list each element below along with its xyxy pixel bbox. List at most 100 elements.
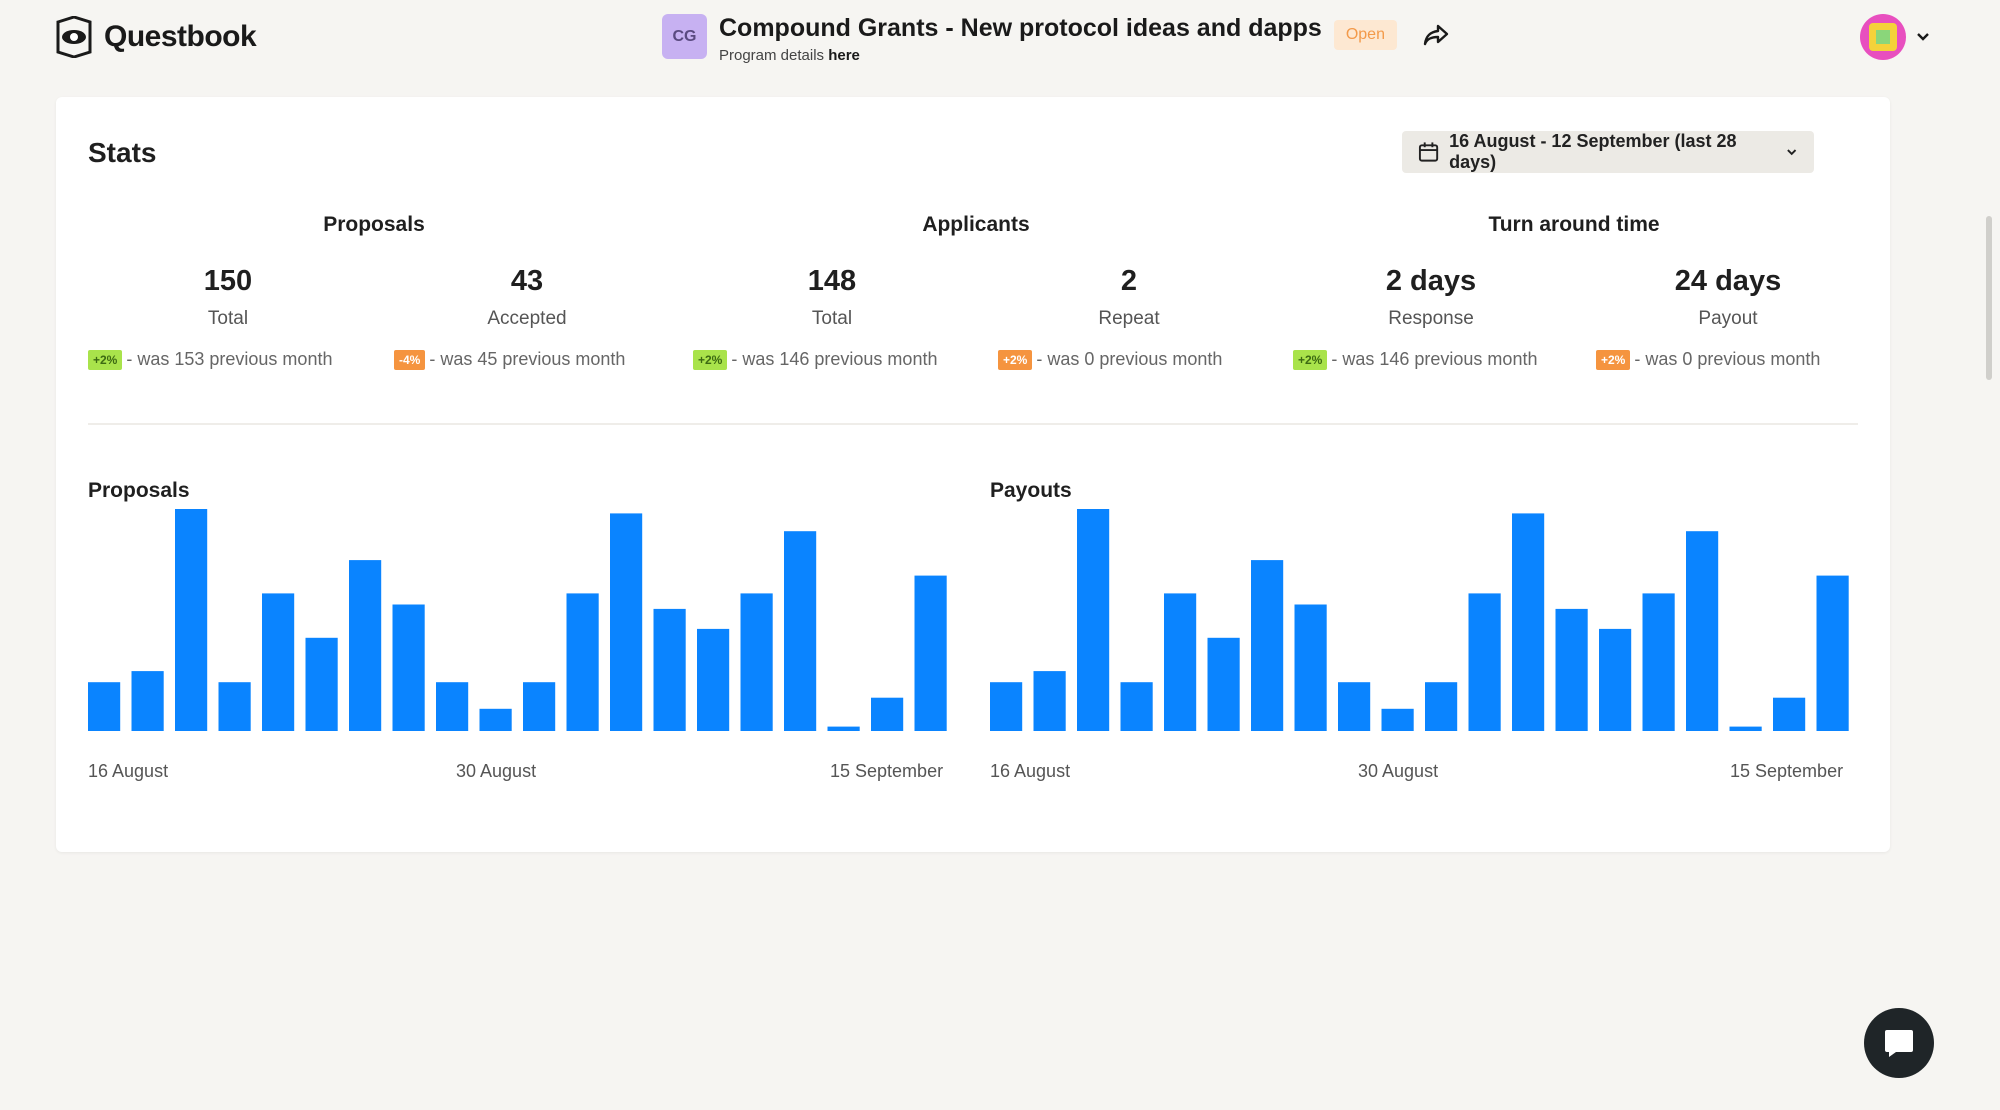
bar [1599, 628, 1632, 731]
metric-value: 43 [510, 265, 544, 297]
change-chip: +2% [88, 349, 123, 370]
bar [349, 560, 382, 731]
bar [218, 682, 251, 731]
bar [1294, 604, 1327, 731]
previous-value-text: - was 146 previous month [731, 349, 938, 369]
chart1-x-tick-mid: 30 August [1358, 761, 1439, 781]
group-title-applicants: Applicants [922, 213, 1030, 236]
chevron-down-icon[interactable] [1914, 28, 1932, 46]
bar [1512, 513, 1545, 731]
previous-value-text: - was 153 previous month [126, 349, 333, 369]
metric-value: 150 [203, 265, 253, 297]
bar [523, 682, 556, 731]
bar [1816, 575, 1849, 731]
divider [88, 423, 1858, 425]
metric-label: Response [1388, 308, 1474, 329]
stats-title: Stats [88, 137, 157, 168]
proposals-bar-chart [88, 509, 947, 731]
program-details: Program details here [719, 47, 1322, 64]
metric-label: Total [811, 308, 853, 329]
metric-change: +2% - was 153 previous month [88, 349, 332, 370]
chart1-x-tick-start: 16 August [990, 761, 1071, 781]
metric-value: 24 days [1674, 265, 1782, 297]
bar [914, 575, 947, 731]
change-chip: +2% [998, 349, 1033, 370]
metric-2: 148 Total [682, 265, 982, 330]
user-menu[interactable] [1860, 14, 1932, 60]
brand-name: Questbook [104, 20, 257, 53]
program-details-prefix: Program details [719, 47, 829, 64]
program-header: CG Compound Grants - New protocol ideas … [662, 14, 1451, 64]
bar [436, 682, 469, 731]
bar [566, 593, 599, 731]
bar [1120, 682, 1153, 731]
metric-change: +2% - was 0 previous month [998, 349, 1222, 370]
metric-value: 2 [1120, 265, 1138, 297]
bar [262, 593, 295, 731]
metric-label: Accepted [487, 308, 567, 329]
questbook-eye-logo-icon [56, 16, 92, 58]
stats-card: Stats 16 August - 12 September (last 28 … [56, 97, 1890, 852]
group-title-proposals: Proposals [323, 213, 425, 236]
bar [1425, 682, 1458, 731]
metric-label: Total [207, 308, 249, 329]
bar [1555, 608, 1588, 731]
program-details-link[interactable]: here [828, 47, 860, 64]
metric-change: +2% - was 0 previous month [1596, 349, 1820, 370]
group-title-turnaround: Turn around time [1488, 213, 1660, 236]
brand-logo[interactable]: Questbook [54, 16, 257, 58]
bar [1164, 593, 1197, 731]
bar [697, 628, 730, 731]
bar [1338, 682, 1371, 731]
bar [1729, 726, 1762, 731]
previous-value-text: - was 146 previous month [1331, 349, 1538, 369]
bar [1251, 560, 1284, 731]
bar [1773, 697, 1806, 731]
change-chip: +2% [1293, 349, 1328, 370]
payouts-bar-chart [990, 509, 1849, 731]
share-arrow-icon [1423, 24, 1449, 46]
metric-change: +2% - was 146 previous month [1293, 349, 1537, 370]
bar [305, 637, 338, 731]
scrollbar[interactable] [1986, 216, 1992, 380]
chat-bubble-icon [1885, 1030, 1913, 1057]
bar [392, 604, 425, 731]
chart0-x-tick-end: 15 September [830, 761, 944, 781]
bar [131, 671, 164, 731]
bar [479, 708, 512, 731]
change-chip: -4% [394, 349, 426, 370]
metric-value: 2 days [1385, 265, 1477, 297]
chart0-x-tick-start: 16 August [88, 761, 169, 781]
date-range-picker[interactable]: 16 August - 12 September (last 28 days) [1402, 131, 1814, 173]
change-chip: +2% [693, 349, 728, 370]
date-range-label: 16 August - 12 September (last 28 days) [1449, 131, 1737, 172]
previous-value-text: - was 45 previous month [429, 349, 626, 369]
chart-title-proposals: Proposals [88, 479, 190, 502]
metric-label: Payout [1698, 308, 1758, 329]
chat-button[interactable] [1864, 1008, 1934, 1078]
metric-5: 24 days Payout [1578, 265, 1878, 330]
metric-change: -4% - was 45 previous month [394, 349, 625, 370]
user-avatar[interactable] [1860, 14, 1906, 60]
status-badge: Open [1333, 20, 1397, 50]
change-chip: +2% [1596, 349, 1631, 370]
program-text: Compound Grants - New protocol ideas and… [719, 14, 1322, 64]
bar [827, 726, 860, 731]
share-button[interactable] [1421, 20, 1451, 50]
chevron-down-icon [1786, 149, 1796, 156]
bar [175, 509, 208, 731]
metric-1: 43 Accepted [377, 265, 677, 330]
bar [1381, 708, 1414, 731]
program-title: Compound Grants - New protocol ideas and… [719, 14, 1322, 42]
top-bar: Questbook CG Compound Grants - New proto… [0, 0, 2000, 78]
bar [1642, 593, 1675, 731]
metric-4: 2 days Response [1281, 265, 1581, 330]
metric-label: Repeat [1098, 308, 1160, 329]
program-avatar: CG [662, 14, 707, 59]
bar [653, 608, 686, 731]
previous-value-text: - was 0 previous month [1634, 349, 1821, 369]
bar [990, 682, 1023, 731]
chart1-x-tick-end: 15 September [1730, 761, 1844, 781]
metric-3: 2 Repeat [979, 265, 1279, 330]
chart0-x-tick-mid: 30 August [456, 761, 537, 781]
